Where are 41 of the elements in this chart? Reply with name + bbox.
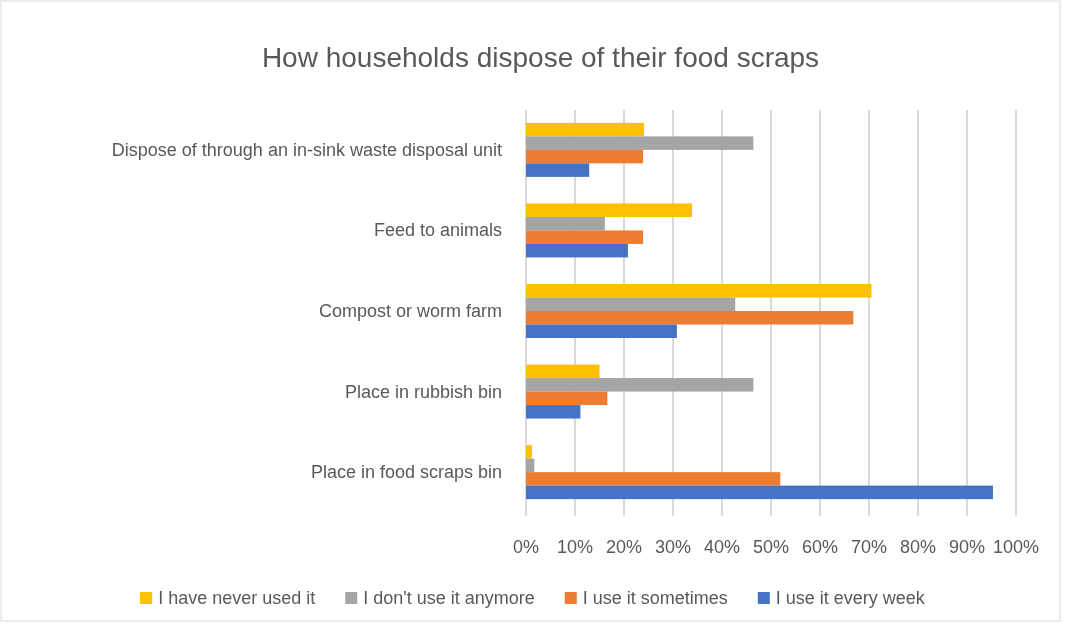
bar <box>526 136 754 150</box>
x-tick-label: 0% <box>512 537 540 557</box>
bar <box>526 378 754 392</box>
bar <box>526 284 872 298</box>
bar <box>526 297 736 311</box>
bar <box>526 445 532 459</box>
x-tick-label: 10% <box>556 537 594 557</box>
x-tick-label: 70% <box>850 537 888 557</box>
bar <box>526 458 535 473</box>
bar <box>526 405 581 419</box>
bar <box>526 243 628 258</box>
x-tick-label: 50% <box>752 537 790 557</box>
bar <box>526 364 600 379</box>
bar <box>526 485 993 500</box>
bar <box>526 230 644 244</box>
legend-label: I use it every week <box>775 588 926 608</box>
bar <box>526 311 854 325</box>
bar <box>526 391 608 406</box>
x-tick-label: 80% <box>899 537 937 557</box>
bar <box>526 122 645 137</box>
chart-title: How households dispose of their food scraps <box>261 41 820 73</box>
x-tick-label: 40% <box>703 537 741 557</box>
legend-label: I use it sometimes <box>582 588 728 608</box>
legend-label: I don't use it anymore <box>363 588 535 608</box>
x-tick-label: 100% <box>992 537 1040 557</box>
y-tick-label: Place in rubbish bin <box>344 381 502 402</box>
legend-label: I have never used it <box>158 588 316 608</box>
bar <box>526 163 590 177</box>
x-tick-label: 30% <box>654 537 692 557</box>
bar <box>526 324 677 338</box>
x-tick-label: 90% <box>948 537 986 557</box>
x-tick-label: 20% <box>605 537 643 557</box>
bar <box>526 216 605 231</box>
y-tick-label: Dispose of through an in-sink waste disposal unit <box>111 139 502 160</box>
y-tick-label: Feed to animals <box>373 220 502 241</box>
y-tick-label: Place in food scraps bin <box>310 462 502 483</box>
y-tick-label: Compost or worm farm <box>318 301 502 321</box>
bar <box>526 472 781 486</box>
bar <box>526 203 693 217</box>
bar <box>526 149 644 164</box>
x-tick-label: 60% <box>801 537 839 557</box>
